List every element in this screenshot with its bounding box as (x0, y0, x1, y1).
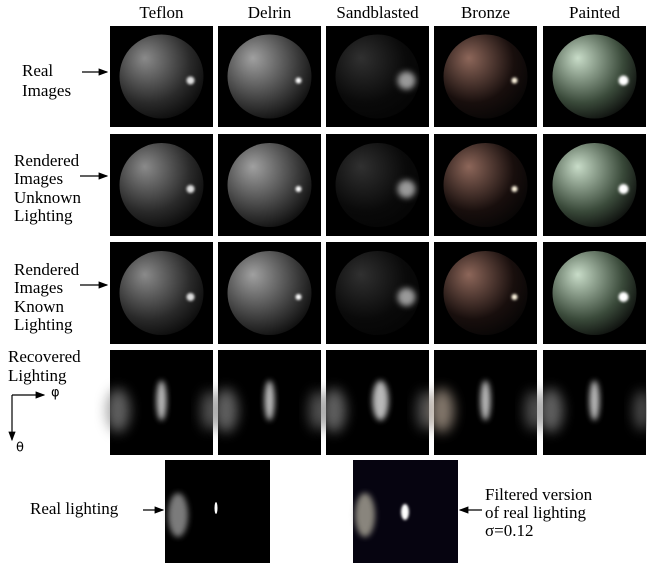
highlight (618, 184, 629, 194)
highlight (186, 76, 195, 85)
light-spot (214, 502, 218, 514)
sphere (335, 143, 420, 227)
highlight (618, 75, 629, 86)
sphere (119, 251, 204, 335)
light-streak (264, 380, 275, 421)
column-header: Delrin (248, 3, 292, 22)
light-blob (168, 493, 188, 537)
phi-label: φ (51, 386, 60, 401)
highlight (618, 292, 629, 302)
real-lighting-label: Real lighting (30, 499, 119, 518)
light-blob (214, 388, 238, 433)
sphere (443, 143, 528, 227)
light-blob (524, 390, 542, 431)
light-blob (308, 390, 326, 431)
sphere (335, 251, 420, 335)
sphere (552, 143, 637, 227)
light-spot (401, 504, 409, 520)
light-streak (372, 380, 389, 421)
highlight (397, 71, 416, 90)
row-label: Lighting (8, 366, 67, 385)
highlight (295, 294, 302, 300)
column-header: Bronze (461, 3, 510, 22)
sphere (227, 143, 312, 227)
sphere (552, 251, 637, 335)
filtered-label: σ=0.12 (485, 521, 534, 540)
highlight (186, 293, 195, 301)
light-streak (589, 380, 600, 421)
row-label: Lighting (14, 315, 73, 334)
row-label: Lighting (14, 206, 73, 225)
sphere (443, 251, 528, 335)
light-blob (416, 390, 434, 431)
column-header: Sandblasted (336, 3, 419, 22)
bottom-panel: Real lighting Filtered version of real l… (30, 460, 593, 563)
row-label: Images (14, 169, 63, 188)
light-blob (633, 390, 647, 431)
column-header: Painted (569, 3, 620, 22)
sphere (119, 34, 204, 119)
sphere (335, 34, 420, 119)
light-blob (106, 388, 130, 433)
light-blob (430, 388, 454, 433)
filtered-label: Filtered version (485, 485, 593, 504)
highlight (295, 77, 302, 84)
row-label: Rendered (14, 151, 80, 170)
row-label: Images (22, 81, 71, 100)
row-label: Images (14, 278, 63, 297)
row-label: Unknown (14, 188, 82, 207)
light-blob (539, 388, 563, 433)
highlight (511, 186, 518, 192)
light-blob (322, 388, 346, 433)
theta-label: θ (16, 441, 24, 456)
sphere (227, 251, 312, 335)
sphere (227, 34, 312, 119)
sphere (119, 143, 204, 227)
axis-legend: φ θ (8, 386, 60, 456)
light-blob (355, 493, 375, 537)
light-streak (480, 380, 491, 421)
light-blob (200, 390, 218, 431)
highlight (397, 288, 416, 306)
row-label: Recovered (8, 347, 81, 366)
sphere (552, 34, 637, 119)
highlight (295, 186, 302, 192)
row-label: Real (22, 61, 53, 80)
highlight (397, 180, 416, 198)
highlight (186, 185, 195, 193)
highlight (511, 294, 518, 300)
light-streak (156, 380, 167, 421)
highlight (511, 77, 518, 84)
column-header: Teflon (139, 3, 184, 22)
row-label: Known (14, 297, 65, 316)
filtered-label: of real lighting (485, 503, 587, 522)
row-label: Rendered (14, 260, 80, 279)
sphere (443, 34, 528, 119)
